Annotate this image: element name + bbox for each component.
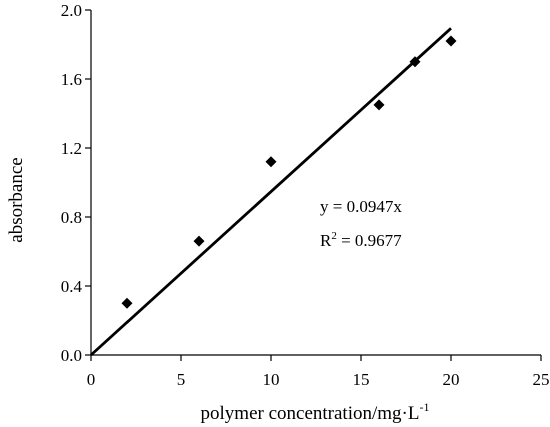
data-point xyxy=(193,235,205,247)
trendline xyxy=(90,27,452,357)
r-squared-label: R2 = 0.9677 xyxy=(320,230,402,250)
x-tick-label: 0 xyxy=(87,370,96,389)
data-point xyxy=(121,297,133,309)
data-point xyxy=(373,99,385,111)
equation-label: y = 0.0947x xyxy=(320,197,402,216)
x-axis-label-text: polymer concentration/mg·L xyxy=(201,403,420,424)
r-squared-prefix: R xyxy=(320,231,332,250)
r-squared-value: = 0.9677 xyxy=(337,231,402,250)
x-axis-label: polymer concentration/mg·L-1 xyxy=(201,400,430,424)
y-tick-label: 0.0 xyxy=(61,346,82,365)
y-tick-label: 2.0 xyxy=(61,1,82,20)
x-tick-label: 5 xyxy=(177,370,186,389)
y-tick-label: 0.4 xyxy=(61,277,83,296)
r-squared-superscript: 2 xyxy=(331,230,337,242)
x-tick-label: 15 xyxy=(353,370,370,389)
trendline-group xyxy=(90,27,452,357)
axes: 0.0 0.4 0.8 1.2 1.6 2.0 0 5 10 15 20 25 xyxy=(61,1,550,389)
y-tick-label: 0.8 xyxy=(61,208,82,227)
data-point xyxy=(409,56,421,68)
x-tick-label: 10 xyxy=(263,370,280,389)
x-axis-label-superscript: -1 xyxy=(419,400,429,414)
data-point xyxy=(265,156,277,168)
x-tick-label: 25 xyxy=(533,370,550,389)
y-axis-label: absorbance xyxy=(6,157,27,242)
y-tick-label: 1.6 xyxy=(61,70,82,89)
data-points xyxy=(121,35,457,309)
data-point xyxy=(445,35,457,47)
y-tick-label: 1.2 xyxy=(61,139,82,158)
x-tick-label: 20 xyxy=(443,370,460,389)
